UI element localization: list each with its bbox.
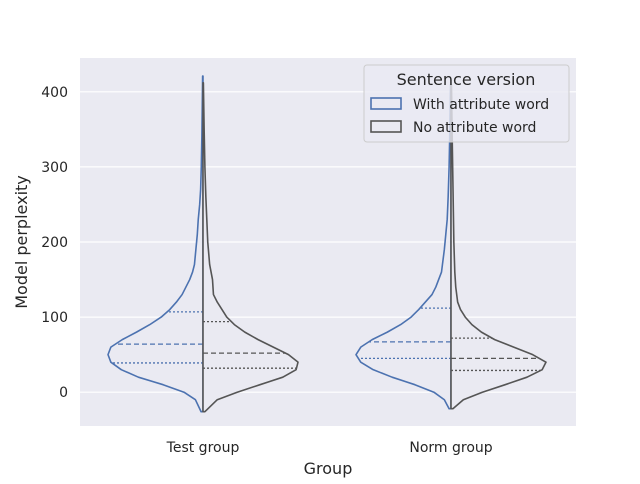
y-tick-labels: 0 100 200 300 400 <box>41 85 68 401</box>
violin-half <box>107 75 204 413</box>
violin-half <box>355 83 452 410</box>
legend-label: With attribute word <box>413 97 549 113</box>
legend-label: No attribute word <box>413 120 536 136</box>
y-tick-label: 200 <box>41 235 68 251</box>
y-tick-label: 400 <box>41 85 68 101</box>
violin-half <box>202 81 299 413</box>
y-axis-label: Model perplexity <box>12 175 31 309</box>
y-tick-label: 300 <box>41 160 68 176</box>
x-tick-label: Test group <box>166 440 240 456</box>
legend: Sentence version With attribute word No a… <box>363 64 570 143</box>
legend-swatch <box>370 97 402 110</box>
legend-title: Sentence version <box>397 70 536 89</box>
x-tick-labels: Test group Norm group <box>166 440 493 456</box>
y-tick-label: 100 <box>41 310 68 326</box>
x-axis-label: Group <box>304 459 353 478</box>
legend-frame <box>363 64 570 143</box>
x-tick-label: Norm group <box>409 440 492 456</box>
y-tick-label: 0 <box>59 385 68 401</box>
legend-swatch <box>370 120 402 133</box>
legend-entries: With attribute word No attribute word <box>370 97 549 136</box>
